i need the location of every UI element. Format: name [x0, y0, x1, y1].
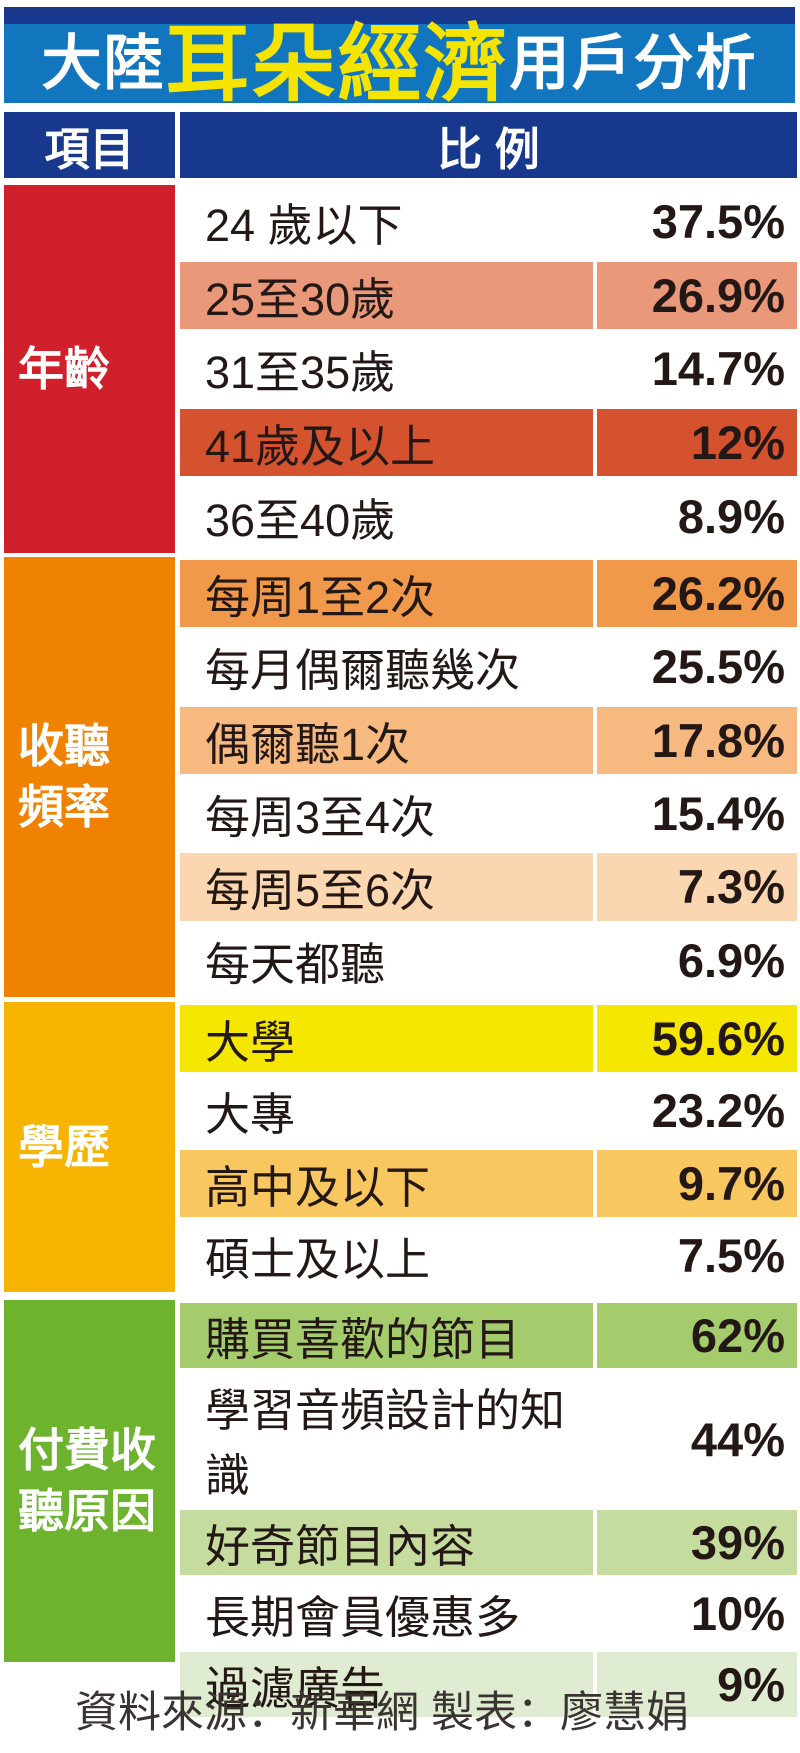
section-paid-reasons-rows: 購買喜歡的節目 62% 學習音頻設計的知識 44% 好奇節目內容 39% 長期會…	[180, 1300, 797, 1717]
row-value: 7.3%	[597, 853, 797, 921]
table-row: 41歲及以上 12%	[180, 406, 797, 480]
row-value: 39%	[597, 1510, 797, 1575]
title-bar: 大陸 耳朵經濟 用戶分析	[4, 7, 795, 111]
row-value: 12%	[597, 408, 797, 477]
row-label: 碩士及以上	[205, 1234, 431, 1286]
table-row: 24 歲以下 37.5%	[180, 185, 797, 259]
row-label: 高中及以下	[180, 1150, 593, 1217]
table-row: 每周1至2次 26.2%	[180, 557, 797, 630]
row-label: 好奇節目內容	[180, 1510, 593, 1575]
row-value: 59.6%	[597, 1005, 797, 1072]
row-label: 大專	[205, 1089, 296, 1141]
row-label: 每月偶爾聽幾次	[205, 645, 521, 697]
column-header-item: 項目	[4, 112, 175, 178]
row-value: 62%	[597, 1303, 797, 1368]
row-value: 44%	[690, 1412, 785, 1466]
table-row: 學習音頻設計的知識 44%	[180, 1371, 797, 1507]
row-label: 25至30歲	[180, 261, 593, 330]
row-label: 每周3至4次	[205, 792, 436, 844]
row-value: 9.7%	[597, 1150, 797, 1217]
row-label: 每周5至6次	[180, 853, 593, 921]
category-cell-paid-reasons: 付費收 聽原因	[4, 1300, 175, 1662]
row-label: 31至35歲	[205, 347, 396, 399]
row-label: 大學	[180, 1005, 593, 1072]
table-row: 過濾廣告 9%	[180, 1649, 797, 1720]
table-row: 購買喜歡的節目 62%	[180, 1300, 797, 1371]
title-prefix: 大陸	[41, 29, 166, 97]
row-value: 9%	[597, 1652, 797, 1717]
row-value: 37.5%	[651, 195, 785, 249]
title-highlight: 耳朵經濟	[165, 16, 510, 111]
row-label: 24 歲以下	[205, 200, 403, 252]
page-title: 大陸 耳朵經濟 用戶分析	[4, 16, 795, 111]
category-cell-frequency: 收聽 頻率	[4, 557, 175, 997]
row-label: 36至40歲	[205, 494, 396, 546]
row-value: 14.7%	[651, 342, 785, 396]
row-value: 6.9%	[677, 933, 785, 987]
table-row: 大專 23.2%	[180, 1075, 797, 1148]
table-row: 每天都聽 6.9%	[180, 924, 797, 997]
row-value: 17.8%	[597, 706, 797, 774]
row-value: 26.9%	[597, 261, 797, 330]
row-label: 購買喜歡的節目	[180, 1303, 593, 1368]
row-label: 每周1至2次	[180, 560, 593, 628]
category-cell-age: 年齡	[4, 185, 175, 553]
title-suffix: 用戶分析	[509, 29, 758, 97]
section-frequency: 收聽 頻率 每周1至2次 26.2% 每月偶爾聽幾次 25.5% 偶爾聽1次 1…	[4, 557, 797, 997]
table-row: 每周3至4次 15.4%	[180, 777, 797, 850]
section-frequency-rows: 每周1至2次 26.2% 每月偶爾聽幾次 25.5% 偶爾聽1次 17.8% 每…	[180, 557, 797, 997]
row-value: 10%	[690, 1587, 785, 1640]
table-row: 每周5至6次 7.3%	[180, 850, 797, 923]
section-age-rows: 24 歲以下 37.5% 25至30歲 26.9% 31至35歲 14.7% 4…	[180, 185, 797, 553]
title-top-strip	[4, 7, 795, 24]
source-credit: 資料來源：新華網 製表：廖慧娟	[75, 1689, 689, 1737]
section-age: 年齡 24 歲以下 37.5% 25至30歲 26.9% 31至35歲 14.7…	[4, 185, 797, 553]
row-value: 25.5%	[651, 640, 785, 694]
table-row: 31至35歲 14.7%	[180, 332, 797, 406]
row-value: 26.2%	[597, 560, 797, 628]
table-row: 每月偶爾聽幾次 25.5%	[180, 630, 797, 703]
column-header-ratio: 比 例	[180, 112, 797, 178]
table-row: 25至30歲 26.9%	[180, 259, 797, 333]
row-value: 23.2%	[651, 1084, 785, 1138]
section-education: 學歷 大學 59.6% 大專 23.2% 高中及以下 9.7% 碩士及以上 7.…	[4, 1002, 797, 1292]
table-row: 高中及以下 9.7%	[180, 1147, 797, 1220]
table-header-row: 項目 比 例	[4, 112, 797, 178]
row-label: 長期會員優惠多	[205, 1592, 521, 1643]
row-label: 過濾廣告	[180, 1652, 593, 1717]
row-value: 15.4%	[651, 787, 785, 841]
table-row: 好奇節目內容 39%	[180, 1507, 797, 1578]
row-label: 偶爾聽1次	[180, 706, 593, 774]
row-value: 8.9%	[677, 489, 785, 543]
table-row: 碩士及以上 7.5%	[180, 1220, 797, 1293]
table-row: 36至40歲 8.9%	[180, 479, 797, 553]
table-row: 大學 59.6%	[180, 1002, 797, 1075]
row-label: 學習音頻設計的知識	[205, 1385, 566, 1501]
row-label: 41歲及以上	[180, 408, 593, 477]
section-paid-reasons: 付費收 聽原因 購買喜歡的節目 62% 學習音頻設計的知識 44% 好奇節目內容…	[4, 1300, 797, 1717]
category-cell-education: 學歷	[4, 1002, 175, 1292]
row-label: 每天都聽	[205, 938, 386, 990]
section-education-rows: 大學 59.6% 大專 23.2% 高中及以下 9.7% 碩士及以上 7.5%	[180, 1002, 797, 1292]
table-row: 長期會員優惠多 10%	[180, 1578, 797, 1649]
table-row: 偶爾聽1次 17.8%	[180, 704, 797, 777]
row-value: 7.5%	[677, 1229, 785, 1283]
